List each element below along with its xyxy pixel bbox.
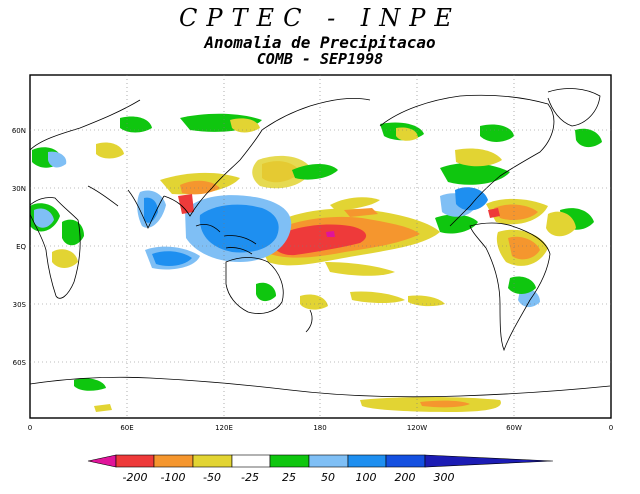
map-frame bbox=[29, 74, 612, 419]
colorbar-segment-7 bbox=[347, 454, 387, 468]
colorbar: -200 -100 -50 -25 25 50 100 200 300 bbox=[87, 454, 554, 484]
anomaly-lightblue-west-africa bbox=[34, 208, 54, 228]
anomaly-green-east-pacific bbox=[435, 214, 478, 234]
colorbar-label-0: -200 bbox=[123, 471, 148, 484]
anomaly-yellow-antarctic-west bbox=[94, 404, 112, 412]
anomaly-yellow-us bbox=[455, 148, 502, 167]
lon-label-120w: 120W bbox=[407, 424, 427, 432]
anomaly-red-pacific bbox=[270, 224, 367, 256]
colorbar-segment-0 bbox=[87, 454, 117, 468]
colorbar-label-5: 50 bbox=[321, 471, 335, 484]
coast-europe-africa bbox=[29, 99, 141, 299]
anomaly-yellow-south-pacific-2 bbox=[350, 291, 405, 304]
colorbar-label-7: 200 bbox=[395, 471, 416, 484]
anomaly-blue-indo bbox=[199, 204, 279, 253]
lat-label-eq: EQ bbox=[16, 243, 26, 251]
anomaly-yellow-south-pacific-3 bbox=[408, 295, 445, 307]
anomaly-shading bbox=[30, 113, 602, 412]
anomaly-blue-gulf bbox=[455, 187, 488, 211]
anomaly-yellow-south-pacific bbox=[325, 262, 395, 276]
anomaly-blue-bay bbox=[144, 197, 158, 223]
colorbar-segment-4 bbox=[231, 454, 271, 468]
anomaly-yellow-nw-pacific bbox=[252, 155, 312, 189]
colorbar-segment-6 bbox=[308, 454, 349, 468]
anomaly-yellow-subtropical-pacific bbox=[330, 197, 380, 210]
anomaly-lightblue-europe bbox=[48, 151, 67, 168]
coast-east-asia bbox=[163, 98, 371, 217]
anomaly-green-south-america bbox=[508, 276, 536, 294]
grid-lines bbox=[30, 75, 611, 418]
anomaly-red-indochina bbox=[178, 194, 194, 214]
coast-greenland bbox=[547, 88, 601, 127]
lon-label-0-right: 0 bbox=[609, 424, 613, 432]
lon-label-0-left: 0 bbox=[28, 424, 32, 432]
colorbar-label-8: 300 bbox=[434, 471, 455, 484]
lat-label-30s: 30S bbox=[13, 301, 27, 309]
anomaly-red-caribbean bbox=[488, 208, 500, 218]
lon-label-60w: 60W bbox=[506, 424, 522, 432]
agency-title: CPTEC - INPE bbox=[179, 4, 461, 32]
lon-label-120e: 120E bbox=[215, 424, 233, 432]
colorbar-segment-5 bbox=[269, 454, 310, 468]
anomaly-orange-caribbean bbox=[494, 204, 538, 220]
anomaly-yellow-siberia bbox=[230, 118, 260, 133]
lat-labels: 60N 30N EQ 30S 60S bbox=[12, 127, 27, 367]
anomaly-yellow-africa bbox=[52, 249, 78, 268]
anomaly-orange-east-asia bbox=[180, 180, 220, 195]
anomaly-green-kuroshio bbox=[292, 164, 338, 180]
lon-label-60e: 60E bbox=[120, 424, 133, 432]
colorbar-segment-3 bbox=[192, 454, 233, 468]
colorbar-label-2: -50 bbox=[203, 471, 221, 484]
colorbar-label-4: 25 bbox=[282, 471, 296, 484]
anomaly-orange-subtropical-pacific bbox=[344, 208, 378, 217]
lon-label-180: 180 bbox=[313, 424, 326, 432]
lat-label-60s: 60S bbox=[13, 359, 27, 367]
colorbar-segment-1 bbox=[115, 454, 155, 468]
colorbar-label-3: -25 bbox=[241, 471, 259, 484]
anomaly-green-us bbox=[440, 163, 510, 185]
coast-south-america bbox=[469, 222, 551, 352]
map-subtitle: COMB - SEP1998 bbox=[256, 50, 384, 68]
map-title: Anomalia de Precipitacao bbox=[204, 33, 436, 52]
anomaly-green-russia bbox=[120, 116, 152, 133]
lat-label-30n: 30N bbox=[12, 185, 26, 193]
anomaly-yellow-mideast bbox=[96, 142, 124, 159]
anomaly-orange-antarctic bbox=[420, 400, 470, 408]
lon-labels: 0 60E 120E 180 120W 60W 0 bbox=[28, 424, 613, 432]
coast-north-america bbox=[379, 94, 555, 227]
anomaly-yellow-north-pacific bbox=[396, 127, 418, 141]
anomaly-magenta-pacific bbox=[326, 231, 335, 237]
colorbar-label-1: -100 bbox=[161, 471, 186, 484]
coastlines bbox=[29, 88, 611, 398]
anomaly-orange-brazil bbox=[508, 236, 540, 260]
anomaly-green-australia bbox=[256, 282, 276, 302]
lat-label-60n: 60N bbox=[12, 127, 26, 135]
anomaly-green-north-atlantic bbox=[575, 128, 602, 148]
anomaly-green-east-africa bbox=[62, 219, 84, 246]
anomaly-green-canada bbox=[480, 124, 514, 142]
coast-new-zealand bbox=[305, 309, 313, 333]
anomaly-green-antarctic bbox=[74, 378, 106, 391]
coast-australia bbox=[225, 257, 284, 314]
anomaly-yellow-sw-pacific bbox=[300, 294, 328, 310]
colorbar-segment-2 bbox=[153, 454, 194, 468]
anomaly-blue-indian-ocean bbox=[152, 251, 192, 266]
colorbar-segment-8 bbox=[385, 454, 426, 468]
coast-arabia-india bbox=[87, 185, 165, 229]
anomaly-yellow-atlantic bbox=[546, 211, 576, 237]
coast-antarctica bbox=[29, 376, 611, 398]
colorbar-segment-9 bbox=[424, 454, 554, 468]
colorbar-label-6: 100 bbox=[356, 471, 377, 484]
coast-maritime bbox=[195, 224, 257, 255]
